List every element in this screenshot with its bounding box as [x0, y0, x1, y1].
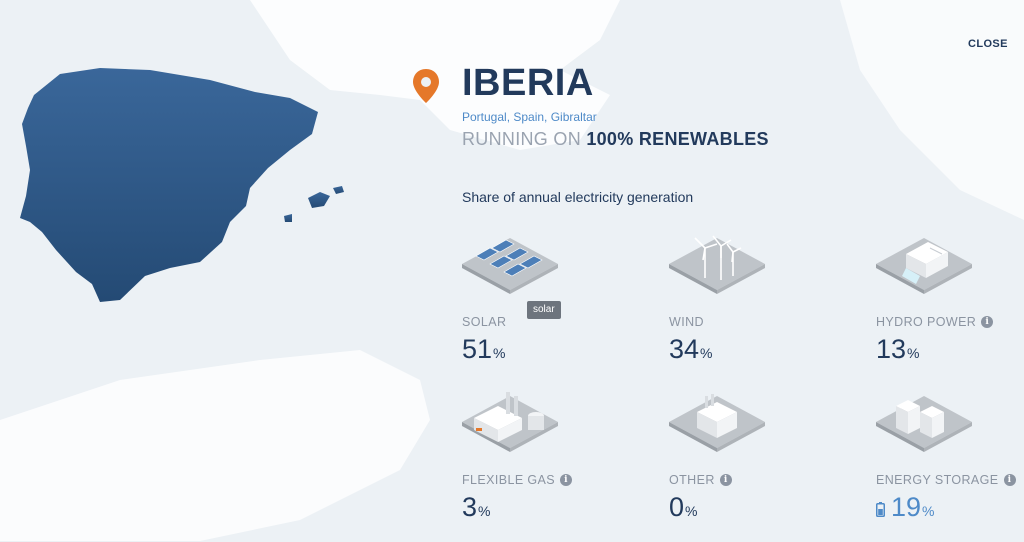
source-tile-storage[interactable]: ENERGY STORAGE i 19% [876, 392, 1024, 542]
source-name: ENERGY STORAGE i [876, 473, 1016, 487]
source-name: FLEXIBLE GAS i [462, 473, 573, 487]
source-value: 3% [462, 492, 491, 522]
running-prefix: RUNNING ON [462, 129, 581, 149]
info-icon[interactable]: i [981, 316, 994, 328]
source-value: 13% [876, 334, 920, 364]
source-value: 0% [669, 492, 698, 522]
renewables-status: RUNNING ON 100% RENEWABLES [462, 129, 769, 150]
region-title: IBERIA [462, 62, 594, 104]
source-value: 34% [669, 334, 713, 364]
balearic-menorca [333, 186, 344, 194]
tooltip: solar [527, 301, 561, 319]
land-north-africa [0, 350, 430, 541]
source-tile-gas[interactable]: FLEXIBLE GAS i 3% [462, 392, 612, 542]
hydro-dam-icon [876, 238, 972, 294]
share-label: Share of annual electricity generation [462, 189, 694, 205]
other-plant-icon [669, 394, 765, 452]
source-tile-wind[interactable]: WIND 34% [669, 234, 819, 384]
running-value: 100% RENEWABLES [586, 129, 769, 149]
source-name: SOLAR [462, 315, 507, 329]
wind-turbines-icon [669, 235, 765, 294]
iberia-map [20, 68, 318, 302]
source-tile-solar[interactable]: SOLAR 51% [462, 234, 612, 384]
solar-panels-icon [462, 238, 558, 294]
region-subtitle: Portugal, Spain, Gibraltar [462, 110, 597, 124]
close-button[interactable]: CLOSE [968, 38, 1008, 50]
info-icon[interactable]: i [719, 474, 732, 486]
source-name: WIND [669, 315, 704, 329]
source-tile-hydro[interactable]: HYDRO POWER i 13% [876, 234, 1024, 384]
land-italy-edge [840, 0, 1024, 220]
gas-plant-icon [462, 392, 558, 452]
source-name: OTHER i [669, 473, 732, 487]
source-value: 19% [876, 492, 935, 523]
source-tile-other[interactable]: OTHER i 0% [669, 392, 819, 542]
location-pin-icon [413, 69, 439, 103]
info-icon[interactable]: i [1003, 474, 1016, 486]
storage-battery-icon [876, 396, 972, 452]
source-value: 51% [462, 334, 506, 364]
battery-icon [876, 502, 885, 517]
balearic-mallorca [308, 192, 330, 208]
info-icon[interactable]: i [560, 474, 573, 486]
source-name: HYDRO POWER i [876, 315, 994, 329]
balearic-ibiza [284, 214, 292, 222]
